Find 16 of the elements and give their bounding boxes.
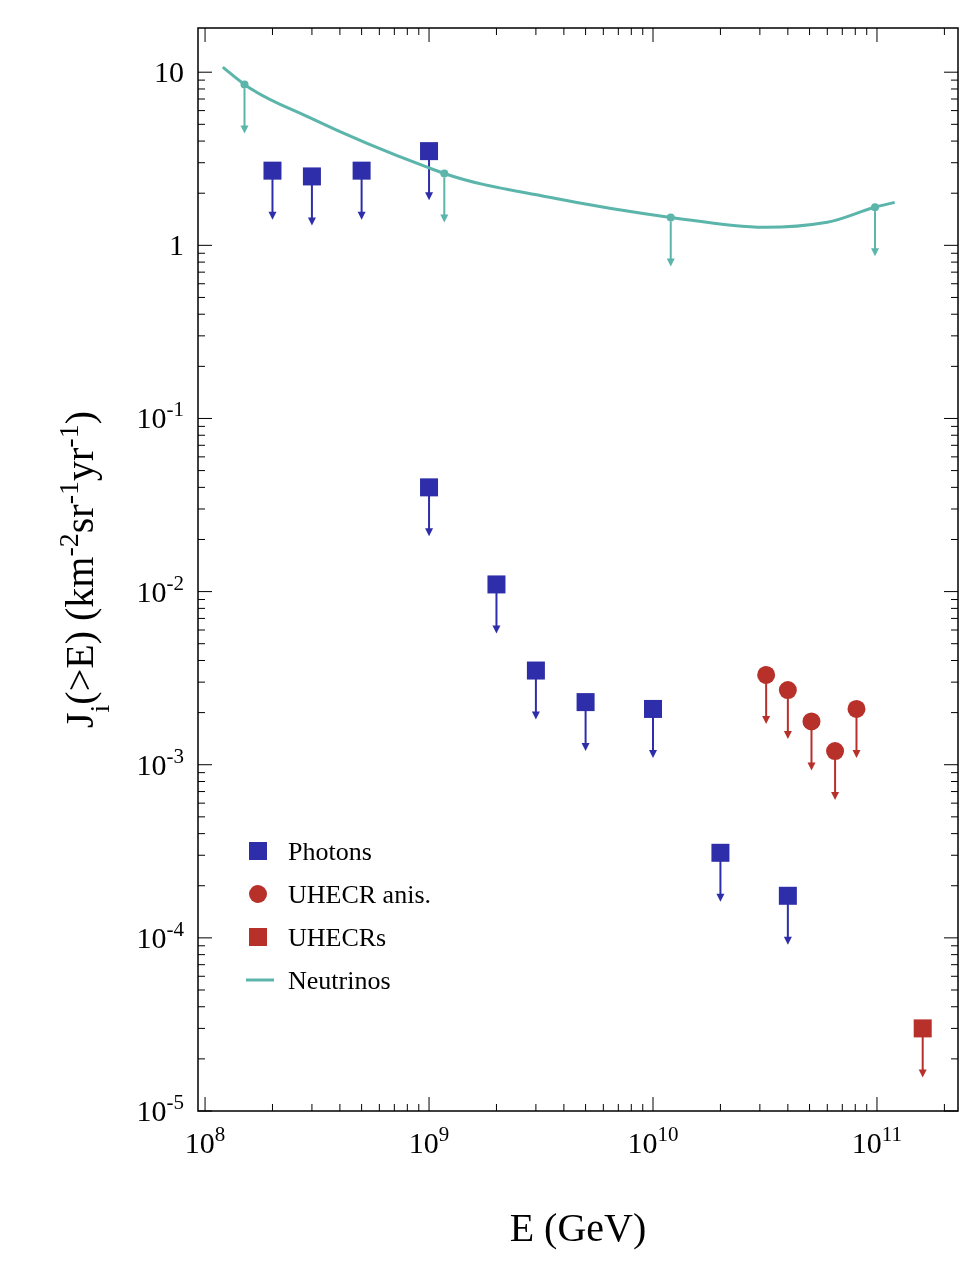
legend-label: UHECRs xyxy=(288,923,387,952)
legend-label: Photons xyxy=(288,837,372,866)
x-tick-label: 10$^{11}$ xyxy=(851,1122,903,1159)
y-tick-label: 1 xyxy=(169,228,184,262)
y-tick-label: 10$^{-5}$ xyxy=(136,1090,184,1127)
x-tick-label: 10$^{8}$ xyxy=(184,1122,226,1159)
y-tick-label: 10$^{-3}$ xyxy=(136,743,184,781)
y-tick-label: 10$^{-4}$ xyxy=(136,916,185,954)
legend-label: UHECR anis. xyxy=(288,880,431,909)
y-tick-label: 10$^{-1}$ xyxy=(136,397,184,435)
x-tick-label: 10$^{9}$ xyxy=(408,1122,450,1159)
x-axis-title: E (GeV) xyxy=(509,1205,647,1250)
y-tick-label: 10$^{-2}$ xyxy=(136,570,184,608)
legend-label: Neutrinos xyxy=(288,966,391,995)
y-tick-label: 10 xyxy=(154,55,184,89)
x-tick-label: 10$^{10}$ xyxy=(627,1122,679,1159)
